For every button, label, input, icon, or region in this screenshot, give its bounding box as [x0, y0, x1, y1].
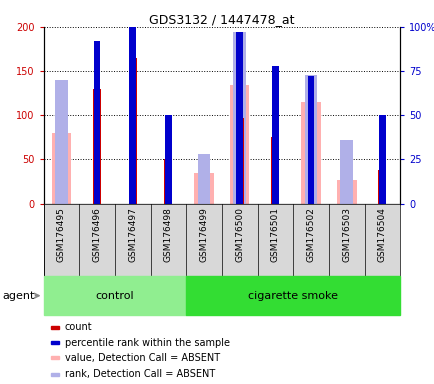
Bar [50, 373, 59, 376]
Bar [304, 74, 316, 204]
Bar [93, 89, 101, 204]
Bar [51, 133, 71, 204]
Text: GSM176500: GSM176500 [235, 207, 243, 262]
Text: GSM176495: GSM176495 [57, 207, 66, 262]
Bar [272, 66, 278, 204]
Bar [165, 115, 171, 204]
Text: cigarette smoke: cigarette smoke [248, 291, 337, 301]
Text: value, Detection Call = ABSENT: value, Detection Call = ABSENT [64, 353, 219, 363]
Bar [43, 276, 186, 315]
Bar [55, 80, 67, 204]
Text: GSM176498: GSM176498 [164, 207, 172, 262]
Bar [164, 159, 172, 204]
Text: GSM176497: GSM176497 [128, 207, 137, 262]
Bar [340, 140, 352, 204]
Text: GSM176502: GSM176502 [306, 207, 315, 262]
Bar [307, 76, 313, 204]
Bar [229, 85, 249, 204]
Text: percentile rank within the sample: percentile rank within the sample [64, 338, 229, 348]
Text: control: control [95, 291, 134, 301]
Text: GSM176499: GSM176499 [199, 207, 208, 262]
Bar [94, 41, 100, 204]
Text: GSM176496: GSM176496 [92, 207, 101, 262]
Bar [197, 154, 210, 204]
Bar [271, 137, 279, 204]
Bar [300, 102, 320, 204]
Bar [50, 341, 59, 344]
Bar [378, 115, 385, 204]
Bar [50, 356, 59, 359]
Text: GSM176504: GSM176504 [377, 207, 386, 262]
Bar [194, 173, 214, 204]
Bar [336, 180, 356, 204]
Text: GSM176501: GSM176501 [270, 207, 279, 262]
Text: rank, Detection Call = ABSENT: rank, Detection Call = ABSENT [64, 369, 214, 379]
Bar [128, 58, 136, 204]
Bar [378, 170, 385, 204]
Text: agent: agent [2, 291, 34, 301]
Bar [186, 276, 399, 315]
Bar [233, 32, 245, 204]
Text: count: count [64, 322, 92, 332]
Title: GDS3132 / 1447478_at: GDS3132 / 1447478_at [149, 13, 294, 26]
Bar [235, 118, 243, 204]
Bar [50, 326, 59, 329]
Bar [129, 18, 135, 204]
Bar [236, 32, 242, 204]
Text: GSM176503: GSM176503 [342, 207, 350, 262]
